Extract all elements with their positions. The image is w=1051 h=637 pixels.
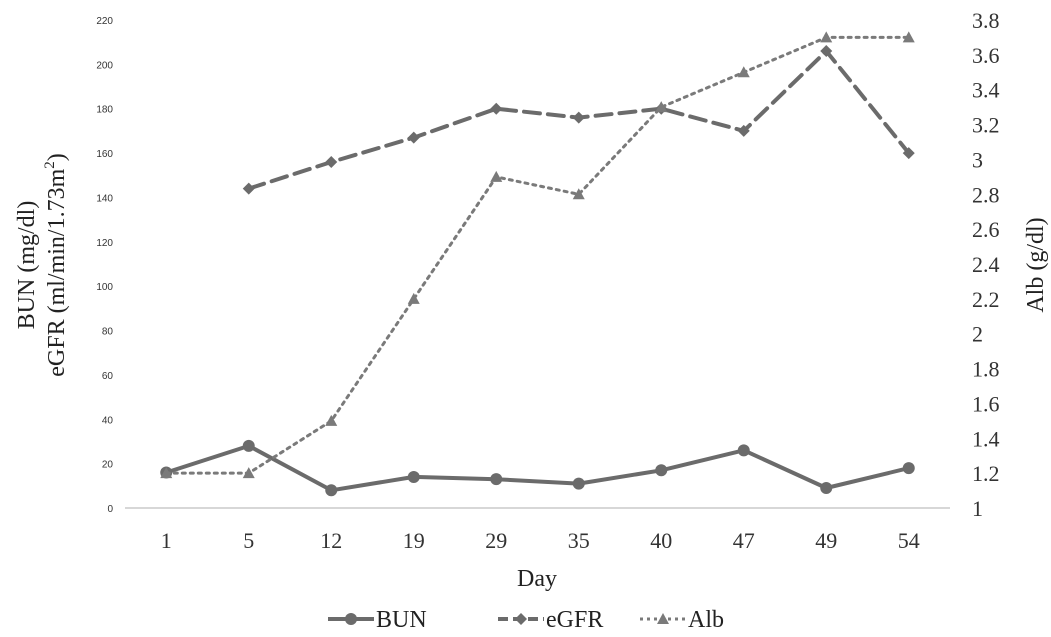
y-right-tick-label: 3.6: [972, 43, 1000, 68]
y-axis-right-title: Alb (g/dl): [1023, 217, 1049, 312]
data-point-bun: [820, 482, 833, 495]
data-point-egfr: [325, 155, 338, 168]
y-left-tick-label: 0: [107, 504, 113, 515]
y-right-tick-label: 2.6: [972, 217, 1000, 242]
y-right-tick-label: 1.4: [972, 426, 1000, 451]
data-point-bun: [407, 470, 420, 483]
legend-label-bun: BUN: [376, 607, 427, 633]
y-axis-right-title-text: Alb (g/dl): [1023, 217, 1049, 312]
legend-marker-bun: [345, 613, 357, 625]
legend-marker-egfr: [515, 613, 527, 625]
series-bun: [160, 439, 915, 497]
data-point-alb: [820, 31, 833, 43]
y-right-tick-label: 3: [972, 147, 983, 172]
y-left-tick-label: 100: [96, 282, 113, 293]
series-line-alb: [164, 35, 911, 475]
data-point-egfr: [820, 45, 833, 58]
legend: BUN eGFR Alb: [328, 607, 724, 633]
data-point-alb: [407, 292, 420, 304]
y-left-tick-label: 40: [102, 415, 114, 426]
x-tick-label: 35: [568, 528, 590, 553]
x-tick-label: 49: [815, 528, 837, 553]
y-axis-left-title-line2: eGFR (ml/min/1.73m2): [42, 153, 70, 377]
y-axis-left-title-2: eGFR (ml/min/1.73m2): [42, 153, 70, 377]
x-tick-label: 5: [243, 528, 254, 553]
data-point-bun: [572, 477, 585, 490]
y-axis-left-title-sup: 2: [42, 161, 58, 169]
data-point-alb: [572, 188, 585, 200]
y-left-tick-label: 160: [96, 149, 113, 160]
data-point-bun: [902, 462, 915, 475]
y-right-tick-label: 3.4: [972, 78, 1000, 103]
y-left-tick-label: 120: [96, 238, 113, 249]
y-left-tick-label: 220: [96, 16, 113, 27]
y-right-tick-label: 3.8: [972, 8, 1000, 33]
x-tick-label: 29: [485, 528, 507, 553]
y-right-tick-label: 1.6: [972, 391, 1000, 416]
data-point-egfr: [407, 131, 420, 144]
x-tick-label: 40: [650, 528, 672, 553]
y-right-tick-label: 2.4: [972, 252, 1000, 277]
y-axis-left-ticks: 0 20 40 60 80 100 120 140 160 180 200 220: [96, 16, 113, 515]
y-left-tick-label: 180: [96, 105, 113, 116]
data-point-alb: [902, 31, 915, 43]
data-point-bun: [242, 439, 255, 452]
x-tick-label: 12: [320, 528, 342, 553]
data-point-bun: [490, 473, 503, 486]
data-point-alb: [655, 101, 668, 113]
y-axis-left-title: BUN (mg/dl): [14, 201, 40, 330]
y-right-tick-label: 2: [972, 322, 983, 347]
data-point-bun: [737, 444, 750, 457]
data-point-egfr: [242, 182, 255, 195]
y-right-tick-label: 3.2: [972, 113, 1000, 138]
y-axis-left-title-line2-text: eGFR (ml/min/1.73m: [44, 168, 70, 376]
data-point-egfr: [737, 124, 750, 137]
x-tick-label: 54: [898, 528, 920, 553]
y-right-tick-label: 1.8: [972, 357, 1000, 382]
y-left-tick-label: 60: [102, 371, 114, 382]
series-line-bun: [165, 443, 910, 493]
y-right-tick-label: 1: [972, 496, 983, 521]
y-left-tick-label: 80: [102, 327, 114, 338]
x-tick-label: 1: [161, 528, 172, 553]
x-axis-ticks: 1 5 12 19 29 35 40 47 49 54: [161, 528, 920, 553]
data-point-egfr: [902, 147, 915, 160]
y-left-tick-label: 200: [96, 60, 113, 71]
data-point-bun: [325, 484, 338, 497]
x-tick-label: 19: [403, 528, 425, 553]
legend-marker-alb: [657, 613, 669, 624]
legend-label-egfr: eGFR: [546, 607, 603, 633]
y-left-tick-label: 140: [96, 193, 113, 204]
data-point-alb: [737, 66, 750, 78]
y-axis-left-title-close: ): [44, 153, 70, 161]
data-point-alb: [490, 170, 503, 182]
data-point-egfr: [490, 102, 503, 115]
x-tick-label: 47: [733, 528, 755, 553]
y-right-tick-label: 2.2: [972, 287, 1000, 312]
series-lines: [160, 31, 915, 497]
y-right-tick-label: 2.8: [972, 182, 1000, 207]
y-axis-left-title-line1: BUN (mg/dl): [14, 201, 40, 330]
data-point-alb: [160, 467, 173, 479]
x-axis-title: Day: [517, 566, 557, 592]
series-egfr: [242, 45, 915, 195]
data-point-egfr: [572, 111, 585, 124]
y-right-tick-label: 1.2: [972, 461, 1000, 486]
series-alb: [160, 31, 915, 479]
legend-label-alb: Alb: [688, 607, 724, 633]
y-left-tick-label: 20: [102, 460, 114, 471]
y-axis-right-ticks: 1 1.2 1.4 1.6 1.8 2 2.2 2.4 2.6 2.8 3 3.2 3.4 3.6 3.8: [972, 8, 1000, 521]
data-point-alb: [325, 414, 338, 426]
data-point-bun: [655, 464, 668, 477]
data-point-alb: [242, 467, 255, 479]
